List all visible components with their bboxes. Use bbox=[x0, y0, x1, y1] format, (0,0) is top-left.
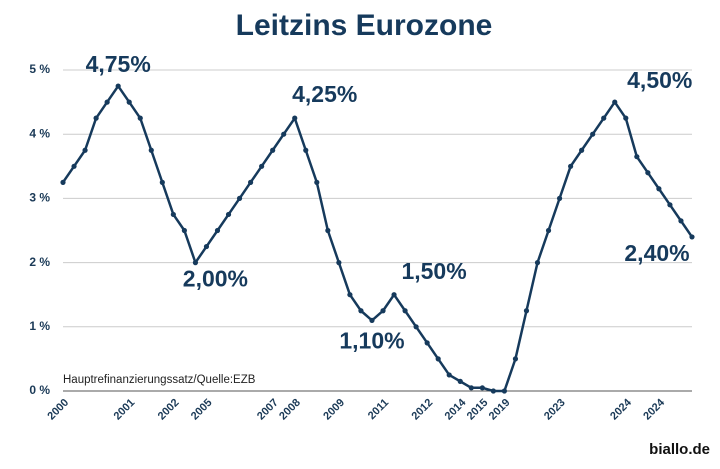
x-tick-label: 2005 bbox=[189, 397, 215, 423]
value-label: 2,40% bbox=[624, 240, 689, 266]
point bbox=[402, 308, 408, 314]
y-tick-label: 1 % bbox=[29, 319, 50, 333]
point bbox=[579, 147, 585, 153]
point bbox=[413, 324, 419, 330]
point bbox=[656, 186, 662, 192]
point bbox=[568, 163, 574, 169]
point bbox=[170, 211, 176, 218]
point bbox=[678, 218, 684, 224]
point bbox=[479, 385, 485, 391]
point bbox=[623, 115, 629, 121]
x-tick-label: 2019 bbox=[487, 397, 513, 423]
point bbox=[380, 308, 386, 314]
point bbox=[325, 227, 331, 234]
value-label: 1,10% bbox=[339, 327, 404, 353]
point bbox=[281, 131, 287, 137]
point bbox=[612, 99, 618, 105]
point bbox=[556, 195, 563, 201]
x-tick-label: 2000 bbox=[45, 397, 71, 423]
point bbox=[148, 147, 154, 153]
x-tick-label: 2008 bbox=[277, 397, 303, 423]
point bbox=[523, 308, 530, 314]
value-label: 2,00% bbox=[183, 266, 248, 292]
point bbox=[667, 202, 673, 208]
point bbox=[60, 179, 66, 185]
x-tick-label: 2009 bbox=[321, 397, 347, 423]
point bbox=[501, 388, 508, 394]
point bbox=[203, 243, 210, 250]
point bbox=[689, 234, 695, 240]
point bbox=[534, 260, 541, 266]
x-tick-label: 2011 bbox=[366, 397, 391, 422]
value-label: 1,50% bbox=[401, 258, 466, 284]
x-tick-label: 2001 bbox=[112, 397, 138, 423]
point bbox=[645, 170, 651, 176]
x-tick-label: 2024 bbox=[641, 396, 667, 422]
point bbox=[137, 115, 143, 121]
point bbox=[115, 83, 121, 89]
point bbox=[303, 147, 309, 153]
point bbox=[181, 227, 187, 234]
point bbox=[601, 115, 607, 121]
point bbox=[369, 317, 375, 323]
point bbox=[545, 227, 552, 234]
point bbox=[93, 115, 99, 121]
point bbox=[435, 356, 441, 362]
y-tick-label: 3 % bbox=[29, 191, 50, 205]
point bbox=[126, 99, 132, 105]
point bbox=[192, 260, 199, 266]
point bbox=[634, 154, 640, 160]
x-tick-label: 2002 bbox=[156, 397, 182, 423]
note: Hauptrefinanzierungssatz/Quelle:EZB bbox=[63, 374, 256, 386]
point bbox=[225, 211, 232, 218]
point bbox=[259, 163, 265, 169]
x-tick-label: 2023 bbox=[542, 397, 568, 423]
point bbox=[347, 292, 353, 298]
x-tick-label: 2014 bbox=[443, 396, 469, 422]
chart-title: Leitzins Eurozone bbox=[236, 9, 493, 42]
y-tick-label: 2 % bbox=[29, 255, 50, 269]
point bbox=[391, 292, 397, 298]
point bbox=[336, 260, 342, 266]
point bbox=[214, 227, 221, 234]
point bbox=[292, 115, 298, 121]
point bbox=[457, 378, 463, 384]
point bbox=[82, 147, 88, 153]
point bbox=[270, 147, 276, 153]
point bbox=[468, 385, 474, 391]
x-tick-label: 2007 bbox=[255, 397, 281, 423]
line bbox=[61, 84, 694, 393]
point bbox=[490, 388, 496, 394]
x-tick-label: 2015 bbox=[465, 397, 491, 423]
point bbox=[71, 163, 77, 169]
point bbox=[159, 179, 165, 185]
point bbox=[446, 372, 452, 378]
y-tick-label: 4 % bbox=[29, 126, 50, 140]
source: biallo.de bbox=[649, 441, 710, 458]
point bbox=[424, 340, 430, 346]
y-tick-label: 5 % bbox=[29, 62, 50, 76]
point bbox=[590, 131, 596, 137]
value-label: 4,50% bbox=[627, 67, 692, 93]
point bbox=[247, 179, 254, 185]
point bbox=[512, 356, 519, 362]
point bbox=[236, 195, 243, 201]
point bbox=[358, 308, 364, 314]
value-label: 4,75% bbox=[86, 51, 151, 77]
x-tick-label: 2024 bbox=[608, 396, 634, 422]
point bbox=[104, 99, 110, 105]
point bbox=[314, 179, 320, 185]
value-label: 4,25% bbox=[292, 81, 357, 107]
x-tick-label: 2012 bbox=[410, 397, 436, 423]
y-tick-label: 0 % bbox=[29, 383, 50, 397]
